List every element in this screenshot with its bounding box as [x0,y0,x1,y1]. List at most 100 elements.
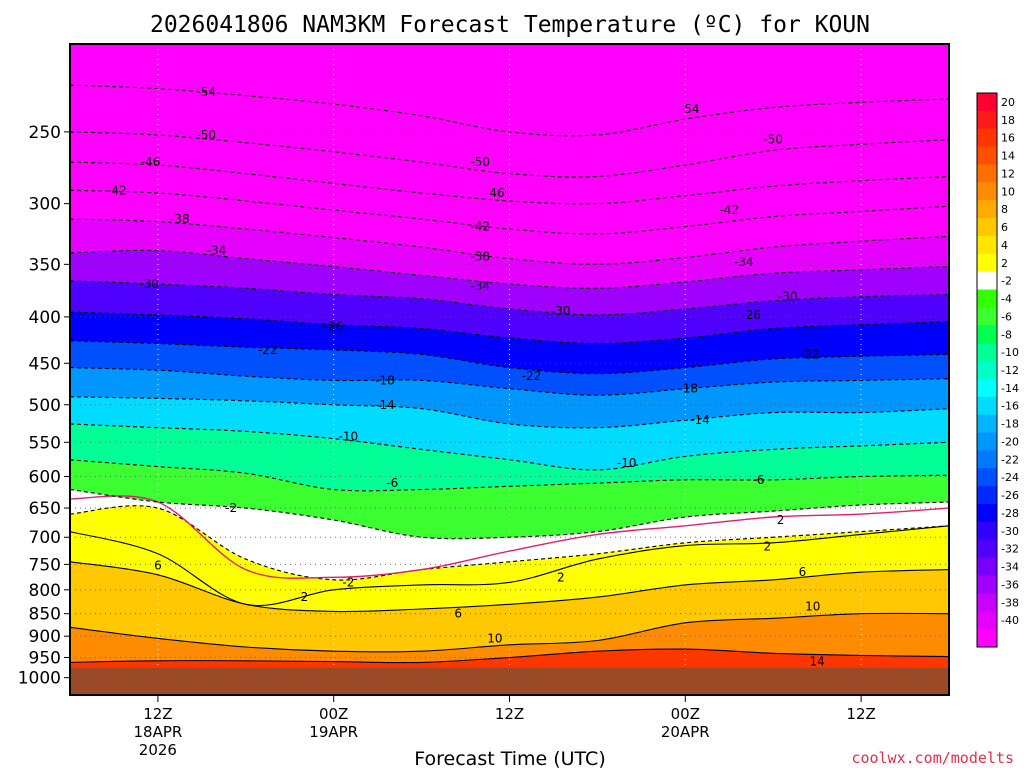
colorbar-swatch [977,361,997,380]
contour-label: -10 [339,430,359,444]
x-tick-label: 00Z [671,705,700,723]
contour-label: -46 [141,155,161,169]
contour-label: -34 [734,255,754,269]
contour-label: -30 [551,304,571,318]
colorbar-label: -30 [1001,525,1019,538]
chart-title: 2026041806 NAM3KM Forecast Temperature (… [150,12,870,38]
x-tick-label: 12Z [846,705,875,723]
contour-line-minus-22 [69,340,950,375]
contour-line-minus-6 [69,459,950,492]
colorbar-label: -18 [1001,418,1019,431]
colorbar-swatch [977,414,997,434]
contour-label: -42 [107,183,127,197]
colorbar-label: -40 [1001,614,1019,627]
contour-label: 2 [764,540,772,554]
contour-label: -6 [753,473,765,487]
y-tick-label: 750 [29,555,61,575]
colorbar-swatch [977,396,997,416]
colorbar-label: 8 [1001,203,1008,216]
contour-label: -14 [690,413,710,427]
contour-label: -34 [470,279,490,293]
colorbar-label: -6 [1001,310,1012,323]
contour-label: -22 [522,369,542,383]
credit-text: coolwx.com/modelts [851,749,1014,767]
contour-label: -22 [800,347,820,361]
x-tick-label: 2026 [139,741,177,759]
colorbar-frame [976,92,998,648]
contour-line-minus-46 [69,161,950,205]
contour-label: -38 [470,249,490,263]
y-tick-label: 650 [29,499,61,519]
contour-label: -30 [139,277,159,291]
colorbar-swatch [977,629,997,648]
y-tick-label: 950 [29,648,61,668]
colorbar-swatch [977,593,997,612]
x-tick-label: 19APR [309,723,358,741]
contour-line-6 [69,561,950,613]
contour-label: -42 [719,203,739,217]
contour-label: -18 [375,373,395,387]
contour-label: -14 [375,398,395,412]
colorbar-label: 10 [1001,185,1015,198]
ground-surface [70,667,949,695]
y-tick-label: 600 [29,468,61,488]
colorbar-label: -34 [1001,561,1019,574]
pressure-axis: 2503003504004505005506006507007508008509… [18,123,70,689]
colorbar-label: -20 [1001,436,1019,449]
colorbar-swatch [977,378,997,398]
contour-label: -46 [485,186,505,200]
y-tick-label: 550 [29,433,61,453]
colorbar-label: -22 [1001,453,1019,466]
contour-line-minus-30 [69,280,950,316]
colorbar-swatch [977,164,997,183]
contour-label: 14 [810,655,825,669]
colorbar-swatch [977,182,997,201]
y-tick-label: 400 [29,308,61,328]
colorbar-swatch [977,557,997,577]
colorbar-label: -14 [1001,382,1019,395]
contour-label: 6 [799,565,807,579]
contour-label: -2 [342,575,354,589]
colorbar-swatch [977,128,997,148]
colorbar-label: 16 [1001,132,1015,145]
colorbar-swatch [977,343,997,362]
contour-line-minus-26 [69,311,950,345]
contour-line-minus-10 [69,423,950,471]
contour-label: 6 [154,558,162,572]
colorbar-swatch [977,521,997,541]
colorbar-swatch [977,432,997,451]
colorbar-label: -2 [1001,275,1012,288]
contour-label: -54 [680,102,700,116]
x-tick-label: 12Z [495,705,524,723]
contour-label: -50 [196,128,216,142]
y-tick-label: 900 [29,627,61,647]
colorbar-label: 14 [1001,150,1015,163]
y-tick-label: 700 [29,528,61,548]
colorbar-label: -12 [1001,364,1019,377]
contour-label: -54 [196,85,216,99]
contour-label: -6 [386,476,398,490]
contour-label: -18 [678,382,698,396]
colorbar-label: 4 [1001,239,1008,252]
colorbar-swatch [977,307,997,326]
contour-line-minus-54 [69,84,950,137]
colorbar-label: 20 [1001,96,1015,109]
contour-label: -22 [258,343,278,357]
y-tick-label: 300 [29,195,61,215]
colorbar-swatch [977,325,997,344]
colorbar-label: 12 [1001,167,1015,180]
y-tick-label: 800 [29,581,61,601]
contour-line-minus-14 [69,396,950,429]
colorbar-swatch [977,611,997,630]
colorbar-label: -28 [1001,507,1019,520]
contour-label: -26 [324,320,344,334]
y-tick-label: 450 [29,354,61,374]
contour-line-minus-38 [69,218,950,265]
contour-line-14 [69,648,950,664]
colorbar-swatch [977,253,997,273]
x-axis-label: Forecast Time (UTC) [414,748,605,768]
contour-label: 6 [454,607,462,621]
contour-label: -34 [207,244,227,258]
